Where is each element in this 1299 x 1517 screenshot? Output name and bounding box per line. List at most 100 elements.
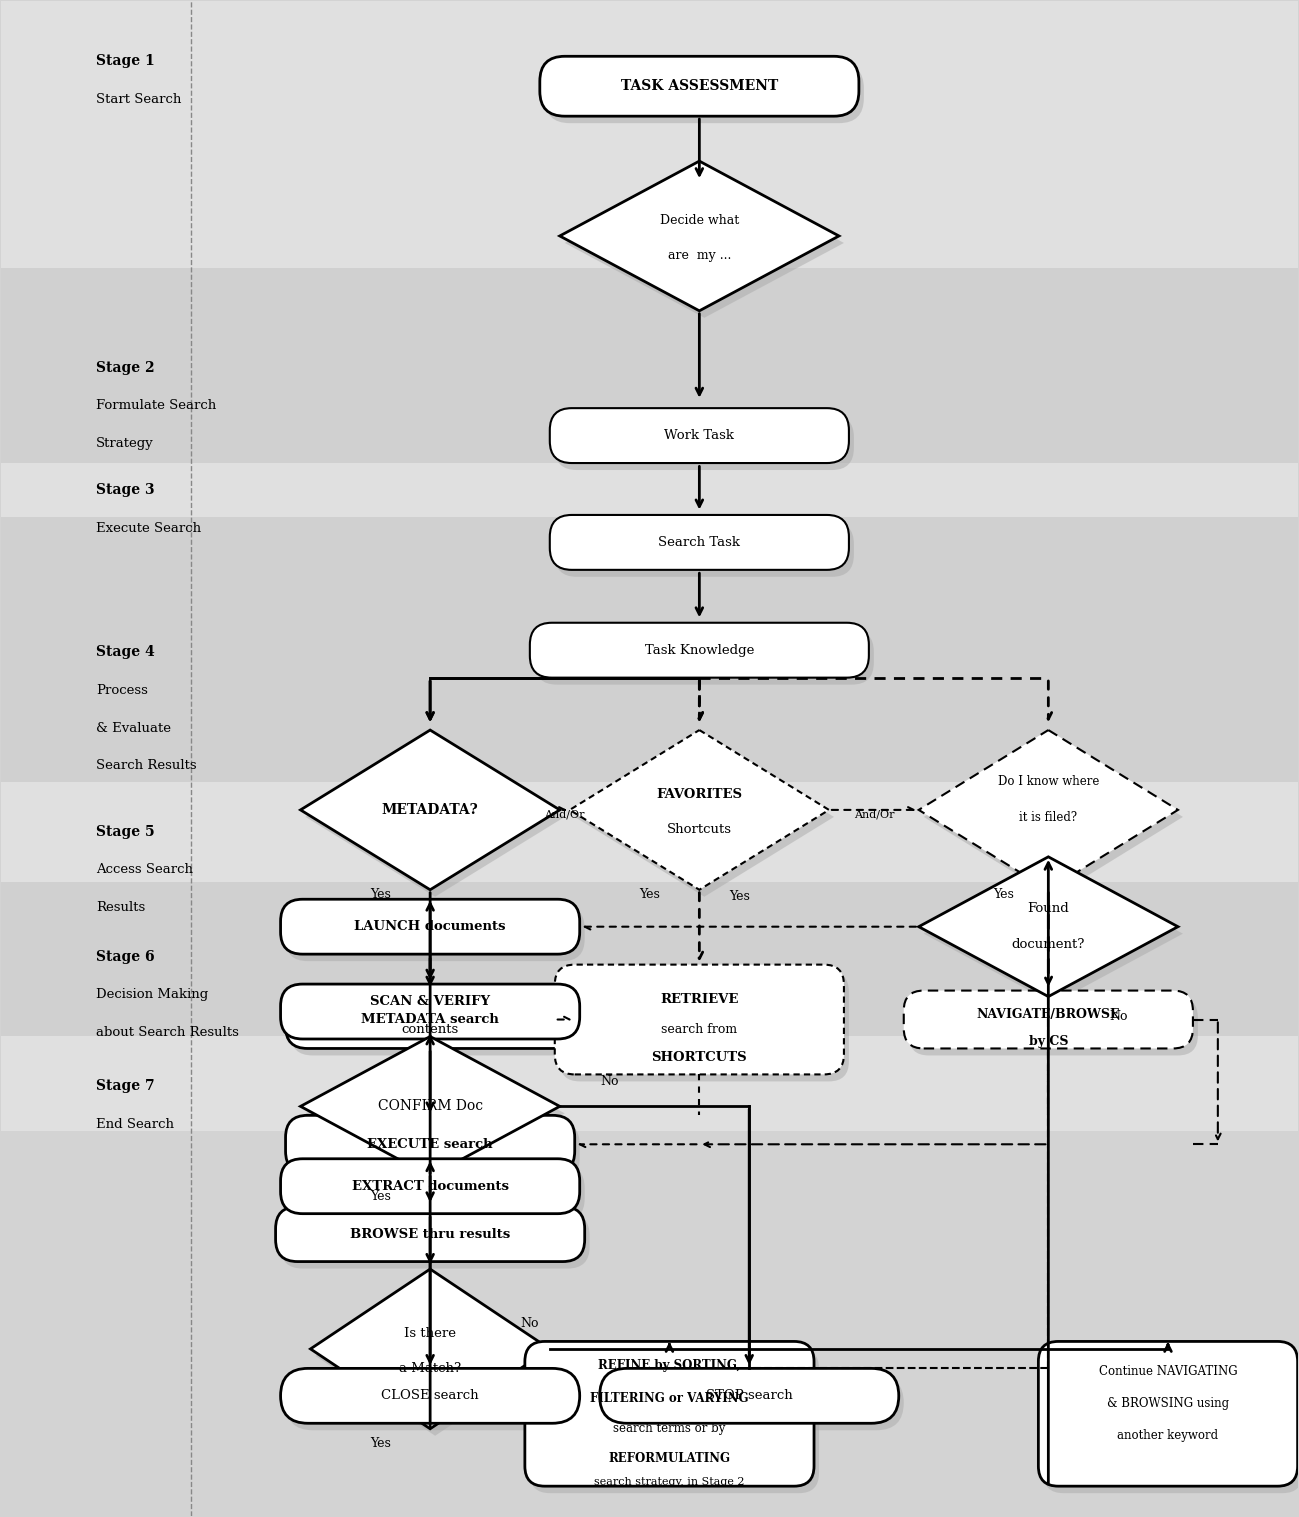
Text: Yes: Yes: [992, 889, 1015, 901]
Text: Found: Found: [1028, 903, 1069, 915]
FancyBboxPatch shape: [281, 985, 579, 1039]
Text: Yes: Yes: [370, 1437, 391, 1450]
Polygon shape: [305, 737, 565, 897]
Text: by CS: by CS: [1029, 1035, 1068, 1048]
Text: Search Results: Search Results: [96, 760, 196, 772]
Text: Yes: Yes: [729, 890, 750, 903]
Bar: [1, 517, 1298, 781]
Text: Stage 1: Stage 1: [96, 55, 155, 68]
Text: No: No: [521, 1317, 539, 1330]
FancyBboxPatch shape: [1038, 1341, 1298, 1487]
Polygon shape: [300, 1036, 560, 1176]
Text: a Match?: a Match?: [399, 1362, 461, 1376]
FancyBboxPatch shape: [555, 522, 853, 576]
Text: it is filed?: it is filed?: [1020, 812, 1077, 824]
FancyBboxPatch shape: [286, 1115, 574, 1173]
Text: Task Knowledge: Task Knowledge: [644, 643, 753, 657]
Polygon shape: [924, 737, 1183, 897]
Text: Stage 5: Stage 5: [96, 825, 155, 839]
FancyBboxPatch shape: [555, 965, 844, 1074]
Polygon shape: [565, 168, 844, 317]
Text: REFORMULATING: REFORMULATING: [608, 1452, 730, 1465]
Polygon shape: [574, 737, 834, 897]
Text: REFINE by SORTING,: REFINE by SORTING,: [598, 1359, 740, 1373]
Bar: [1, 881, 1298, 1036]
FancyBboxPatch shape: [600, 1368, 899, 1423]
FancyBboxPatch shape: [286, 1165, 585, 1221]
Text: search strategy, in Stage 2: search strategy, in Stage 2: [594, 1476, 744, 1487]
FancyBboxPatch shape: [549, 408, 850, 463]
Text: Decide what: Decide what: [660, 214, 739, 228]
FancyBboxPatch shape: [1043, 1349, 1299, 1493]
Text: EXTRACT documents: EXTRACT documents: [352, 1180, 509, 1192]
Text: LAUNCH documents: LAUNCH documents: [355, 921, 505, 933]
Text: SCAN & VERIFY: SCAN & VERIFY: [370, 995, 490, 1009]
Polygon shape: [310, 1270, 549, 1429]
Text: Do I know where: Do I know where: [998, 775, 1099, 789]
Text: TASK ASSESSMENT: TASK ASSESSMENT: [621, 79, 778, 93]
FancyBboxPatch shape: [525, 1341, 814, 1487]
FancyBboxPatch shape: [291, 1123, 579, 1180]
Text: FILTERING or VARYING: FILTERING or VARYING: [590, 1393, 748, 1405]
FancyBboxPatch shape: [286, 991, 574, 1048]
Text: Continue NAVIGATING: Continue NAVIGATING: [1099, 1365, 1238, 1379]
Text: Process: Process: [96, 684, 148, 696]
Text: Stage 2: Stage 2: [96, 361, 155, 375]
Text: Yes: Yes: [370, 1189, 391, 1203]
Text: No: No: [600, 1076, 618, 1088]
Text: STOP search: STOP search: [705, 1390, 792, 1402]
Text: Access Search: Access Search: [96, 863, 194, 877]
Text: EXECUTE search: EXECUTE search: [368, 1138, 492, 1151]
FancyBboxPatch shape: [275, 1206, 585, 1262]
Text: CLOSE search: CLOSE search: [382, 1390, 479, 1402]
Text: Stage 3: Stage 3: [96, 484, 155, 498]
Bar: [1, 1036, 1298, 1132]
FancyBboxPatch shape: [286, 1376, 585, 1431]
FancyBboxPatch shape: [281, 900, 579, 954]
FancyBboxPatch shape: [530, 623, 869, 678]
Text: & Evaluate: & Evaluate: [96, 722, 171, 734]
Text: No: No: [1109, 1010, 1128, 1022]
Text: another keyword: another keyword: [1117, 1429, 1218, 1443]
Text: Search Task: Search Task: [659, 536, 740, 549]
Text: Yes: Yes: [639, 889, 660, 901]
Text: Stage 7: Stage 7: [96, 1080, 155, 1094]
Text: Start Search: Start Search: [96, 93, 182, 106]
Polygon shape: [300, 730, 560, 890]
Text: document?: document?: [1012, 938, 1085, 951]
Text: SHORTCUTS: SHORTCUTS: [652, 1051, 747, 1063]
Text: And/Or: And/Or: [853, 810, 894, 819]
FancyBboxPatch shape: [540, 56, 859, 117]
Polygon shape: [316, 1276, 555, 1435]
Text: Work Task: Work Task: [664, 429, 734, 441]
Text: are  my ...: are my ...: [668, 249, 731, 262]
FancyBboxPatch shape: [555, 416, 853, 470]
FancyBboxPatch shape: [535, 630, 874, 684]
FancyBboxPatch shape: [549, 514, 850, 570]
FancyBboxPatch shape: [281, 1159, 579, 1214]
Text: Shortcuts: Shortcuts: [666, 824, 731, 836]
Text: Yes: Yes: [370, 889, 391, 901]
Text: CONFIRM Doc: CONFIRM Doc: [378, 1100, 483, 1113]
Text: Stage 4: Stage 4: [96, 645, 155, 660]
Text: FAVORITES: FAVORITES: [656, 789, 742, 801]
Bar: [1, 781, 1298, 881]
Polygon shape: [570, 730, 829, 890]
FancyBboxPatch shape: [286, 991, 585, 1047]
Text: Strategy: Strategy: [96, 437, 153, 451]
Text: search from: search from: [661, 1022, 738, 1036]
FancyBboxPatch shape: [904, 991, 1192, 1048]
Text: about Search Results: about Search Results: [96, 1025, 239, 1039]
Text: Results: Results: [96, 901, 145, 915]
FancyBboxPatch shape: [291, 998, 579, 1056]
Text: METADATA?: METADATA?: [382, 802, 478, 818]
FancyBboxPatch shape: [286, 906, 585, 962]
FancyBboxPatch shape: [530, 1349, 818, 1493]
FancyBboxPatch shape: [544, 64, 864, 123]
FancyBboxPatch shape: [281, 1214, 590, 1268]
FancyBboxPatch shape: [604, 1376, 904, 1431]
FancyBboxPatch shape: [909, 998, 1198, 1056]
Text: Decision Making: Decision Making: [96, 988, 208, 1001]
Text: METADATA search: METADATA search: [361, 1013, 499, 1025]
Text: search terms or by: search terms or by: [613, 1423, 726, 1435]
